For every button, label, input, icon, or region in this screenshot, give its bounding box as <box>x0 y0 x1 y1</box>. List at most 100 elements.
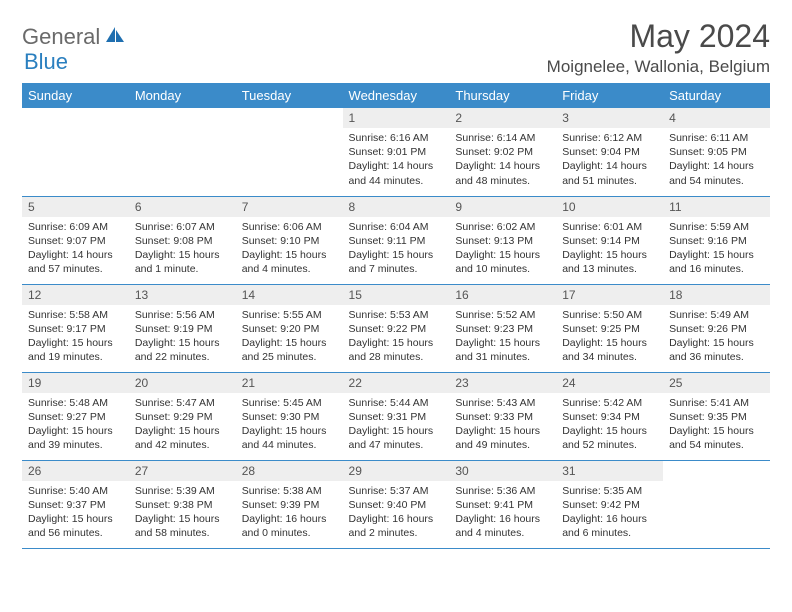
calendar-day-cell: 12Sunrise: 5:58 AMSunset: 9:17 PMDayligh… <box>22 284 129 372</box>
calendar-day-cell: 5Sunrise: 6:09 AMSunset: 9:07 PMDaylight… <box>22 196 129 284</box>
day-number: 11 <box>663 197 770 217</box>
weekday-header: Friday <box>556 83 663 108</box>
day-details: Sunrise: 6:01 AMSunset: 9:14 PMDaylight:… <box>556 217 663 281</box>
day-details: Sunrise: 5:50 AMSunset: 9:25 PMDaylight:… <box>556 305 663 369</box>
calendar-day-cell: 19Sunrise: 5:48 AMSunset: 9:27 PMDayligh… <box>22 372 129 460</box>
calendar-day-cell: 4Sunrise: 6:11 AMSunset: 9:05 PMDaylight… <box>663 108 770 196</box>
calendar-day-cell: 29Sunrise: 5:37 AMSunset: 9:40 PMDayligh… <box>343 460 450 548</box>
day-details: Sunrise: 6:12 AMSunset: 9:04 PMDaylight:… <box>556 128 663 192</box>
logo-text-general: General <box>22 24 100 50</box>
day-details: Sunrise: 5:39 AMSunset: 9:38 PMDaylight:… <box>129 481 236 545</box>
calendar-day-cell: 30Sunrise: 5:36 AMSunset: 9:41 PMDayligh… <box>449 460 556 548</box>
day-number: 8 <box>343 197 450 217</box>
calendar-day-cell: 24Sunrise: 5:42 AMSunset: 9:34 PMDayligh… <box>556 372 663 460</box>
day-number: 25 <box>663 373 770 393</box>
weekday-header: Tuesday <box>236 83 343 108</box>
day-details: Sunrise: 5:41 AMSunset: 9:35 PMDaylight:… <box>663 393 770 457</box>
calendar-day-cell: 27Sunrise: 5:39 AMSunset: 9:38 PMDayligh… <box>129 460 236 548</box>
day-details: Sunrise: 5:35 AMSunset: 9:42 PMDaylight:… <box>556 481 663 545</box>
day-number: 10 <box>556 197 663 217</box>
day-number: 30 <box>449 461 556 481</box>
day-details: Sunrise: 5:44 AMSunset: 9:31 PMDaylight:… <box>343 393 450 457</box>
day-number: 22 <box>343 373 450 393</box>
day-number: 20 <box>129 373 236 393</box>
calendar-day-cell: 6Sunrise: 6:07 AMSunset: 9:08 PMDaylight… <box>129 196 236 284</box>
day-number: 7 <box>236 197 343 217</box>
calendar-day-cell: 11Sunrise: 5:59 AMSunset: 9:16 PMDayligh… <box>663 196 770 284</box>
calendar-day-cell: 31Sunrise: 5:35 AMSunset: 9:42 PMDayligh… <box>556 460 663 548</box>
calendar-day-cell: 28Sunrise: 5:38 AMSunset: 9:39 PMDayligh… <box>236 460 343 548</box>
day-details: Sunrise: 5:42 AMSunset: 9:34 PMDaylight:… <box>556 393 663 457</box>
calendar-day-cell: 15Sunrise: 5:53 AMSunset: 9:22 PMDayligh… <box>343 284 450 372</box>
calendar-week-row: 19Sunrise: 5:48 AMSunset: 9:27 PMDayligh… <box>22 372 770 460</box>
day-number: 5 <box>22 197 129 217</box>
day-number: 15 <box>343 285 450 305</box>
calendar-day-cell <box>22 108 129 196</box>
calendar-day-cell: 16Sunrise: 5:52 AMSunset: 9:23 PMDayligh… <box>449 284 556 372</box>
day-details: Sunrise: 6:06 AMSunset: 9:10 PMDaylight:… <box>236 217 343 281</box>
calendar-table: SundayMondayTuesdayWednesdayThursdayFrid… <box>22 83 770 549</box>
day-details: Sunrise: 5:58 AMSunset: 9:17 PMDaylight:… <box>22 305 129 369</box>
calendar-day-cell: 18Sunrise: 5:49 AMSunset: 9:26 PMDayligh… <box>663 284 770 372</box>
calendar-day-cell <box>663 460 770 548</box>
day-number: 31 <box>556 461 663 481</box>
day-number: 21 <box>236 373 343 393</box>
calendar-day-cell: 25Sunrise: 5:41 AMSunset: 9:35 PMDayligh… <box>663 372 770 460</box>
calendar-day-cell: 21Sunrise: 5:45 AMSunset: 9:30 PMDayligh… <box>236 372 343 460</box>
day-details: Sunrise: 5:36 AMSunset: 9:41 PMDaylight:… <box>449 481 556 545</box>
day-details: Sunrise: 5:37 AMSunset: 9:40 PMDaylight:… <box>343 481 450 545</box>
day-number: 26 <box>22 461 129 481</box>
calendar-day-cell: 10Sunrise: 6:01 AMSunset: 9:14 PMDayligh… <box>556 196 663 284</box>
weekday-header: Sunday <box>22 83 129 108</box>
weekday-header: Thursday <box>449 83 556 108</box>
day-number: 3 <box>556 108 663 128</box>
calendar-day-cell: 22Sunrise: 5:44 AMSunset: 9:31 PMDayligh… <box>343 372 450 460</box>
page-title: May 2024 <box>547 18 770 55</box>
calendar-day-cell: 17Sunrise: 5:50 AMSunset: 9:25 PMDayligh… <box>556 284 663 372</box>
day-number: 9 <box>449 197 556 217</box>
calendar-day-cell <box>129 108 236 196</box>
calendar-body: 1Sunrise: 6:16 AMSunset: 9:01 PMDaylight… <box>22 108 770 548</box>
day-details: Sunrise: 5:40 AMSunset: 9:37 PMDaylight:… <box>22 481 129 545</box>
logo: General <box>22 24 128 50</box>
day-number: 24 <box>556 373 663 393</box>
day-details: Sunrise: 5:45 AMSunset: 9:30 PMDaylight:… <box>236 393 343 457</box>
day-details: Sunrise: 6:11 AMSunset: 9:05 PMDaylight:… <box>663 128 770 192</box>
calendar-week-row: 26Sunrise: 5:40 AMSunset: 9:37 PMDayligh… <box>22 460 770 548</box>
calendar-day-cell: 23Sunrise: 5:43 AMSunset: 9:33 PMDayligh… <box>449 372 556 460</box>
calendar-day-cell: 9Sunrise: 6:02 AMSunset: 9:13 PMDaylight… <box>449 196 556 284</box>
calendar-day-cell: 14Sunrise: 5:55 AMSunset: 9:20 PMDayligh… <box>236 284 343 372</box>
day-number: 18 <box>663 285 770 305</box>
day-details: Sunrise: 6:09 AMSunset: 9:07 PMDaylight:… <box>22 217 129 281</box>
weekday-header-row: SundayMondayTuesdayWednesdayThursdayFrid… <box>22 83 770 108</box>
logo-text-blue: Blue <box>24 49 68 75</box>
day-details: Sunrise: 6:02 AMSunset: 9:13 PMDaylight:… <box>449 217 556 281</box>
location-text: Moignelee, Wallonia, Belgium <box>547 57 770 77</box>
day-details: Sunrise: 5:43 AMSunset: 9:33 PMDaylight:… <box>449 393 556 457</box>
day-number: 14 <box>236 285 343 305</box>
day-number: 4 <box>663 108 770 128</box>
day-number: 16 <box>449 285 556 305</box>
calendar-day-cell <box>236 108 343 196</box>
day-details: Sunrise: 5:55 AMSunset: 9:20 PMDaylight:… <box>236 305 343 369</box>
day-details: Sunrise: 5:53 AMSunset: 9:22 PMDaylight:… <box>343 305 450 369</box>
day-number: 1 <box>343 108 450 128</box>
calendar-day-cell: 13Sunrise: 5:56 AMSunset: 9:19 PMDayligh… <box>129 284 236 372</box>
calendar-day-cell: 3Sunrise: 6:12 AMSunset: 9:04 PMDaylight… <box>556 108 663 196</box>
day-number: 6 <box>129 197 236 217</box>
day-number: 17 <box>556 285 663 305</box>
calendar-day-cell: 7Sunrise: 6:06 AMSunset: 9:10 PMDaylight… <box>236 196 343 284</box>
weekday-header: Saturday <box>663 83 770 108</box>
day-details: Sunrise: 6:04 AMSunset: 9:11 PMDaylight:… <box>343 217 450 281</box>
day-details: Sunrise: 5:56 AMSunset: 9:19 PMDaylight:… <box>129 305 236 369</box>
weekday-header: Wednesday <box>343 83 450 108</box>
calendar-day-cell: 26Sunrise: 5:40 AMSunset: 9:37 PMDayligh… <box>22 460 129 548</box>
logo-sail-icon <box>104 25 126 50</box>
day-details: Sunrise: 5:38 AMSunset: 9:39 PMDaylight:… <box>236 481 343 545</box>
day-number: 29 <box>343 461 450 481</box>
day-number: 27 <box>129 461 236 481</box>
day-details: Sunrise: 5:49 AMSunset: 9:26 PMDaylight:… <box>663 305 770 369</box>
day-number: 19 <box>22 373 129 393</box>
day-details: Sunrise: 6:16 AMSunset: 9:01 PMDaylight:… <box>343 128 450 192</box>
day-details: Sunrise: 5:47 AMSunset: 9:29 PMDaylight:… <box>129 393 236 457</box>
